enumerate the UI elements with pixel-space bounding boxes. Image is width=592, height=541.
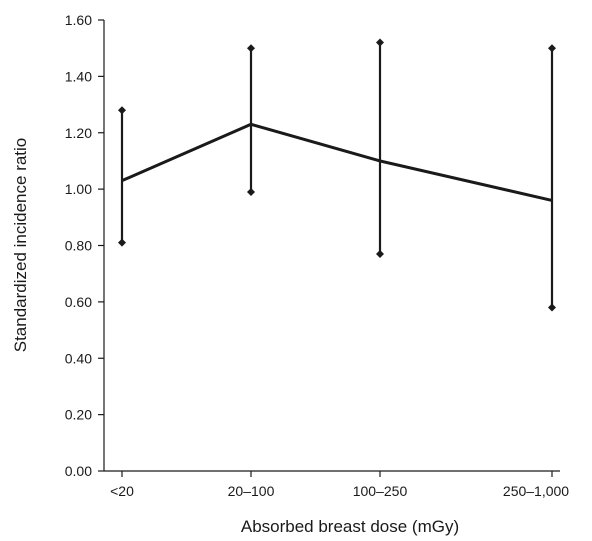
- y-axis-label: Standardized incidence ratio: [11, 138, 30, 353]
- y-tick-label: 1.40: [65, 68, 92, 84]
- series-line: [121, 122, 553, 202]
- y-tick-label: 0.60: [65, 294, 92, 310]
- axes: [103, 20, 560, 472]
- x-ticks: <20 20–100 100–250 250–1,000: [110, 471, 569, 499]
- error-cap-upper: [247, 44, 255, 53]
- y-tick-label: 1.00: [65, 181, 92, 197]
- error-cap-lower: [247, 187, 255, 196]
- x-tick-label: <20: [110, 483, 134, 499]
- x-tick-label: 100–250: [353, 483, 408, 499]
- y-tick-label: 0.20: [65, 407, 92, 423]
- series: [121, 122, 553, 202]
- y-ticks: 0.00 0.20 0.40 0.60 0.80 1.00 1.20 1.40 1.60: [65, 12, 104, 479]
- error-bars: [118, 38, 556, 312]
- x-tick-label: 20–100: [228, 483, 275, 499]
- y-tick-label: 0.00: [65, 463, 92, 479]
- error-cap-upper: [376, 38, 384, 47]
- x-axis-label: Absorbed breast dose (mGy): [241, 517, 459, 536]
- y-tick-label: 1.60: [65, 12, 92, 28]
- x-tick-label: 250–1,000: [503, 483, 569, 499]
- y-tick-label: 1.20: [65, 125, 92, 141]
- y-tick-label: 0.80: [65, 238, 92, 254]
- error-cap-lower: [548, 303, 556, 312]
- error-cap-upper: [118, 106, 126, 115]
- error-cap-lower: [118, 238, 126, 247]
- y-tick-label: 0.40: [65, 350, 92, 366]
- error-cap-upper: [548, 44, 556, 53]
- error-cap-lower: [376, 249, 384, 258]
